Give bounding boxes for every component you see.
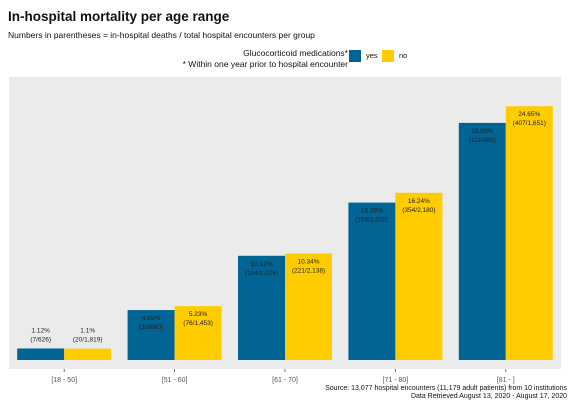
legend-key-yes — [349, 50, 361, 62]
data-label-count-yes-3: (156/1,020) — [355, 217, 388, 224]
data-label-pct-no-1: 5.23% — [189, 311, 208, 318]
data-label-count-no-3: (354/2,180) — [402, 207, 435, 214]
x-tick-label-1: [51 - 60] — [162, 377, 188, 384]
bar-yes-2 — [238, 255, 285, 360]
bar-yes-0 — [17, 348, 65, 360]
source-line-1: Source: 13,077 hospital encounters (11,1… — [325, 385, 567, 392]
data-label-pct-no-2: 10.34% — [297, 259, 319, 266]
data-label-count-yes-2: (104/1,028) — [245, 270, 278, 277]
data-label-count-no-0: (20/1,819) — [73, 337, 103, 344]
data-label-count-yes-1: (33/680) — [139, 324, 163, 331]
data-label-count-no-1: (76/1,453) — [183, 320, 213, 327]
legend-label-yes: yes — [366, 51, 378, 60]
data-label-count-no-4: (407/1,651) — [513, 120, 546, 127]
data-label-pct-no-4: 24.65% — [518, 111, 540, 118]
data-label-pct-no-3: 16.24% — [408, 198, 430, 205]
x-tick-label-3: [71 - 80] — [383, 377, 409, 384]
chart-title: In-hospital mortality per age range — [8, 9, 230, 24]
legend-title-line1: Glucocorticoid medications* — [243, 48, 348, 58]
bar-no-2 — [285, 253, 332, 360]
bar-no-0 — [64, 348, 112, 360]
legend-key-no — [382, 50, 394, 62]
chart-subtitle: Numbers in parentheses = in-hospital dea… — [8, 30, 315, 40]
data-label-pct-yes-2: 10.12% — [250, 261, 272, 268]
x-tick-label-4: [81 - ] — [497, 377, 515, 384]
data-label-pct-yes-0: 1.12% — [31, 327, 50, 334]
x-tick-label-2: [61 - 70] — [272, 377, 298, 384]
data-label-pct-yes-4: 23.03% — [471, 128, 493, 135]
data-label-count-no-2: (221/2,138) — [292, 268, 325, 275]
source-line-2: Data Retrieved August 13, 2020 - August … — [410, 393, 567, 400]
data-label-count-yes-0: (7/626) — [30, 336, 51, 343]
data-label-count-yes-4: (111/482) — [469, 137, 496, 144]
bar-yes-3 — [348, 202, 396, 360]
data-label-pct-yes-3: 15.29% — [361, 208, 383, 215]
data-label-pct-no-0: 1.1% — [80, 328, 95, 335]
bar-yes-1 — [127, 310, 175, 360]
legend-title: Glucocorticoid medications* * Within one… — [183, 48, 348, 70]
source-note: Source: 13,077 hospital encounters (11,1… — [325, 385, 567, 401]
data-label-pct-yes-1: 4.85% — [142, 315, 161, 322]
bar-no-1 — [174, 306, 222, 360]
bar-yes-4 — [458, 122, 506, 360]
x-tick-label-0: [18 - 50] — [51, 377, 77, 384]
legend-title-line2: * Within one year prior to hospital enco… — [182, 59, 348, 69]
legend-label-no: no — [399, 51, 408, 60]
bar-no-3 — [395, 192, 443, 360]
bar-no-4 — [505, 106, 553, 361]
